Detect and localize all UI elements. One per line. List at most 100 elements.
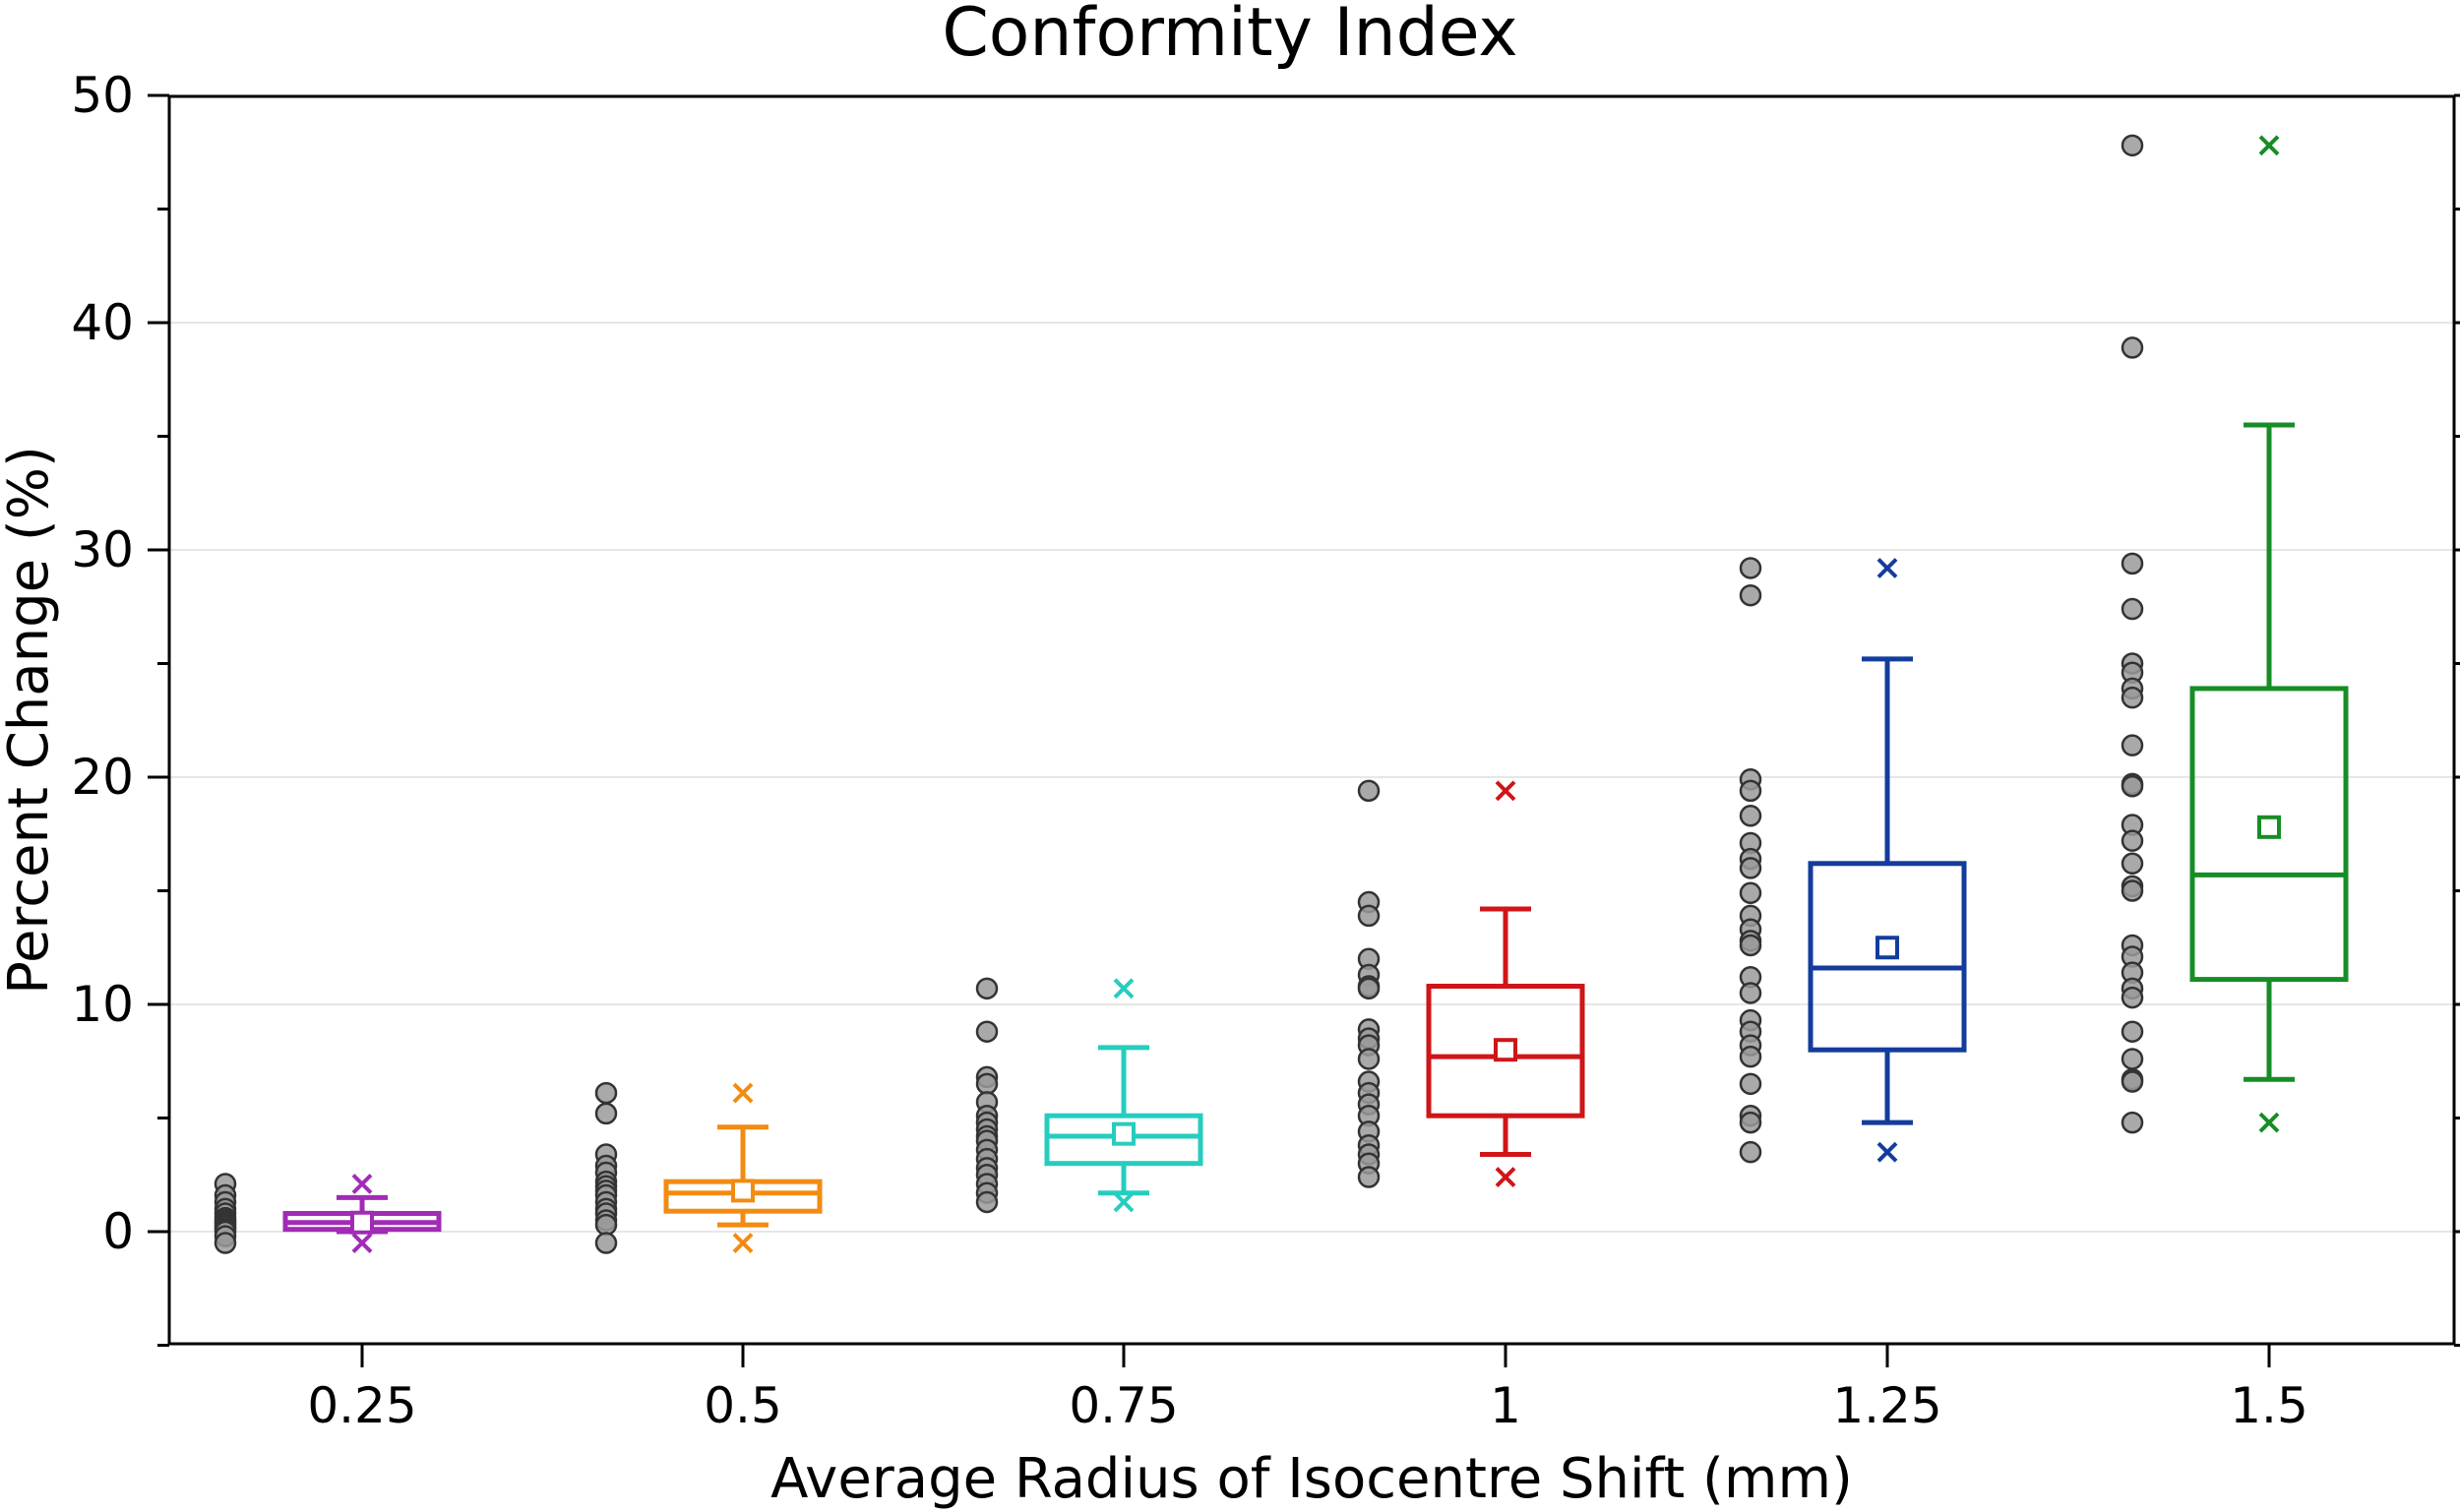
y-tick-label: 0 (102, 1203, 134, 1260)
data-point (1739, 805, 1762, 827)
series-group-0.25 (214, 1173, 442, 1254)
data-point (1739, 779, 1762, 803)
series-group-0.75 (975, 977, 1203, 1214)
series-group-1 (1357, 779, 1585, 1188)
x-tick-label: 1.25 (1832, 1377, 1941, 1434)
data-point (1739, 982, 1762, 1004)
data-point (1739, 1140, 1762, 1164)
marker-stroke (1113, 1191, 1135, 1213)
max-marker (1113, 978, 1135, 999)
max-marker (732, 1082, 754, 1104)
mean-marker (731, 1179, 755, 1203)
data-point (1739, 857, 1762, 879)
data-point (1357, 1166, 1381, 1188)
y-axis-label: Percent Change (%) (0, 446, 61, 995)
data-point (2121, 986, 2144, 1009)
data-point (2121, 552, 2144, 575)
data-point (2121, 134, 2144, 157)
data-point (594, 1102, 618, 1125)
x-tick-label: 0.25 (307, 1377, 416, 1434)
data-point (214, 1232, 237, 1254)
data-point (1739, 934, 1762, 957)
marker-stroke (732, 1233, 754, 1253)
data-layer (214, 134, 2349, 1254)
y-tick-label: 40 (71, 294, 134, 351)
data-point (1739, 1111, 1762, 1134)
min-marker (732, 1233, 754, 1253)
y-tick-label: 30 (71, 521, 134, 578)
data-point (2121, 336, 2144, 359)
axes: 0 10 20 30 40 50 0.25 0.5 0.75 1 1.25 1.5 (71, 67, 2460, 1434)
max-marker (351, 1174, 373, 1194)
data-point (975, 977, 999, 1000)
mean-marker (1112, 1121, 1136, 1146)
data-point (2121, 852, 2144, 876)
iqr-box (2189, 686, 2349, 983)
mean-marker (1876, 936, 1899, 960)
data-point (594, 1232, 618, 1254)
plot-frame (167, 94, 2456, 1346)
marker-stroke (351, 1174, 373, 1194)
data-point (2121, 879, 2144, 902)
data-point (2121, 597, 2144, 621)
iqr-box (1808, 861, 1967, 1053)
series-group-0.5 (594, 1081, 823, 1254)
data-point (594, 1213, 618, 1237)
iqr-box (1426, 984, 1585, 1119)
data-point (2121, 1111, 2144, 1134)
data-point (2121, 734, 2144, 756)
data-point (594, 1081, 618, 1105)
x-tick-label: 0.5 (704, 1377, 782, 1434)
marker-stroke (2258, 135, 2280, 156)
min-marker (1113, 1191, 1135, 1213)
data-point (1357, 1048, 1381, 1070)
y-tick-label: 50 (71, 67, 134, 124)
marker-stroke (2258, 1112, 2280, 1133)
max-marker (1495, 780, 1516, 802)
x-tick-label: 1.5 (2230, 1377, 2308, 1434)
mean-marker (350, 1210, 374, 1235)
data-point (1739, 881, 1762, 905)
max-marker (1876, 558, 1898, 578)
iqr-box (1044, 1113, 1203, 1167)
x-tick-label: 1 (1490, 1377, 1521, 1434)
marker-stroke (1495, 1167, 1516, 1187)
chart-title: Conformity Index (942, 0, 1517, 72)
data-point (1357, 779, 1381, 803)
x-tick-label: 0.75 (1069, 1377, 1178, 1434)
data-point (1739, 583, 1762, 607)
data-point (1739, 1045, 1762, 1068)
x-axis-label: Average Radius of Isocentre Shift (mm) (770, 1447, 1853, 1511)
data-point (2121, 829, 2144, 852)
marker-stroke (732, 1082, 754, 1104)
mean-marker (2257, 815, 2281, 839)
data-point (2121, 1048, 2144, 1070)
max-marker (2258, 135, 2280, 156)
data-point (975, 1072, 999, 1096)
data-point (1739, 1072, 1762, 1096)
min-marker (2258, 1112, 2280, 1133)
data-point (2121, 1020, 2144, 1043)
data-point (1739, 557, 1762, 579)
min-marker (1876, 1141, 1898, 1163)
marker-stroke (1495, 780, 1516, 802)
marker-stroke (1876, 558, 1898, 578)
data-point (975, 1020, 999, 1043)
y-tick-label: 20 (71, 749, 134, 806)
min-marker (351, 1233, 373, 1253)
series-group-1.25 (1739, 557, 1967, 1164)
data-point (1357, 904, 1381, 928)
data-point (2121, 1070, 2144, 1093)
mean-marker (1494, 1038, 1517, 1062)
min-marker (1495, 1167, 1516, 1187)
data-point (975, 1190, 999, 1214)
marker-stroke (1876, 1141, 1898, 1163)
y-tick-label: 10 (71, 976, 134, 1033)
series-group-1.5 (2121, 134, 2349, 1134)
data-point (1357, 977, 1381, 1000)
data-point (2121, 686, 2144, 709)
data-point (2121, 774, 2144, 798)
